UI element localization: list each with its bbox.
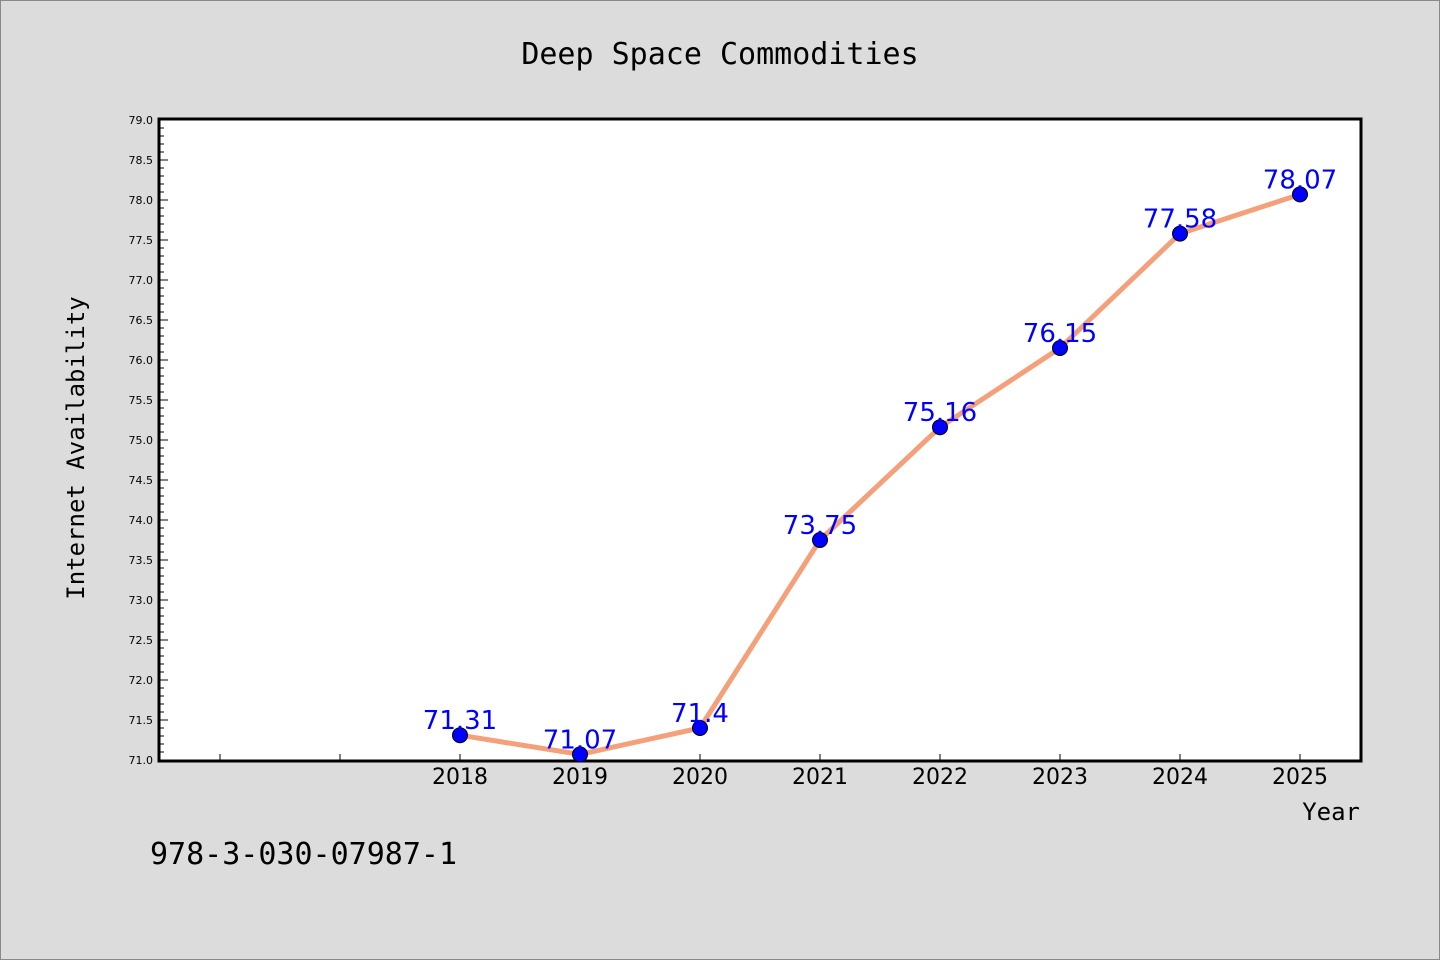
data-label: 71.07 [543, 725, 617, 755]
y-axis-label: Internet Availability [62, 296, 90, 599]
x-tick-label: 2020 [672, 765, 728, 790]
y-tick-label: 74.0 [129, 514, 154, 527]
y-tick-label: 76.5 [129, 314, 154, 327]
data-label: 77.58 [1143, 205, 1217, 235]
y-axis: 71.0 71.5 72.0 72.5 73.0 73.5 74.0 74.5 75.0 75.5… [129, 114, 168, 767]
data-label: 71.31 [423, 706, 497, 736]
y-tick-label: 72.5 [129, 634, 154, 647]
data-point [1292, 186, 1308, 203]
y-tick-label: 77.0 [129, 274, 154, 287]
x-tick-label: 2018 [432, 765, 488, 790]
isbn-footer: 978-3-030-07987-1 [150, 837, 457, 872]
data-point [812, 532, 828, 548]
data-point [932, 419, 948, 436]
x-tick-label: 2019 [552, 765, 608, 790]
x-tick-label: 2025 [1272, 765, 1328, 790]
y-tick-label: 77.5 [129, 234, 154, 247]
y-tick-label: 78.0 [129, 194, 154, 207]
y-tick-label: 78.5 [129, 154, 154, 167]
y-tick-label: 73.0 [129, 594, 154, 607]
data-point [692, 720, 708, 736]
x-axis: 2018 2019 2020 2021 2022 2023 2024 2025 [219, 754, 1328, 790]
y-tick-label: 73.5 [129, 554, 154, 567]
chart-title: Deep Space Commodities [521, 37, 918, 72]
y-tick-label: 79.0 [129, 114, 154, 127]
data-point [1052, 340, 1068, 356]
data-label: 75.16 [903, 398, 977, 428]
series-line [457, 191, 1303, 757]
series-layer [452, 186, 1308, 763]
data-point [572, 746, 588, 763]
y-tick-label: 75.5 [129, 394, 154, 407]
y-tick-label: 76.0 [129, 354, 154, 367]
x-tick-label: 2024 [1152, 765, 1208, 790]
x-tick-label: 2022 [912, 765, 968, 790]
y-tick-label: 72.0 [129, 674, 154, 687]
x-tick-label: 2021 [792, 765, 848, 790]
data-label: 71.4 [671, 699, 729, 729]
y-tick-label: 71.5 [129, 714, 154, 727]
data-label: 78.07 [1263, 165, 1337, 195]
data-point [1172, 225, 1188, 242]
data-label: 76.15 [1023, 319, 1097, 349]
data-label: 73.75 [783, 511, 857, 541]
y-tick-label: 74.5 [129, 474, 154, 487]
x-axis-label: Year [1302, 798, 1360, 826]
y-tick-label: 71.0 [129, 754, 154, 767]
data-labels: 71.31 71.07 71.4 73.75 75.16 76.15 77.58 78.07 [423, 165, 1337, 755]
data-point [452, 727, 468, 744]
y-tick-label: 75.0 [129, 434, 154, 447]
plot-area [157, 117, 1363, 763]
x-tick-label: 2023 [1032, 765, 1088, 790]
